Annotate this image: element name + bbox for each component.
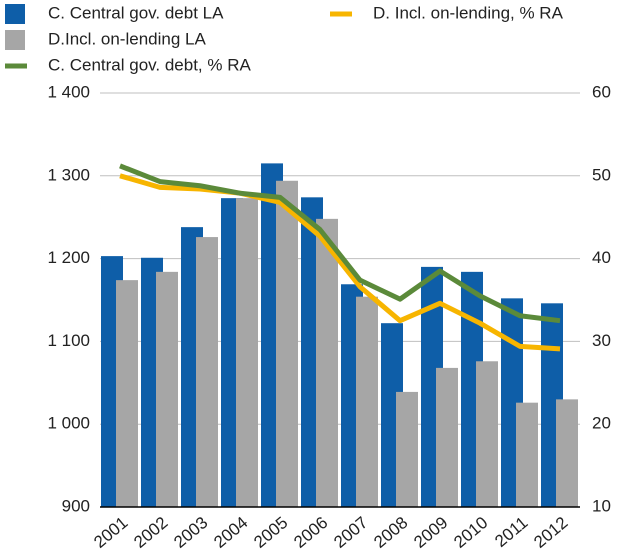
bar xyxy=(236,198,258,507)
y2-tick-label: 10 xyxy=(592,496,611,515)
legend-swatch xyxy=(5,4,25,24)
legend-label: D.Incl. on-lending LA xyxy=(48,29,206,48)
y-tick-label: 1 400 xyxy=(47,82,90,101)
x-tick-label: 2005 xyxy=(250,513,291,552)
x-tick-label: 2002 xyxy=(130,513,171,552)
y2-tick-label: 50 xyxy=(592,165,611,184)
y-tick-label: 1 300 xyxy=(47,165,90,184)
bar xyxy=(556,399,578,507)
legend-label: C. Central gov. debt, % RA xyxy=(48,55,251,74)
bar xyxy=(156,271,178,507)
bar xyxy=(316,218,338,507)
y-tick-label: 1 100 xyxy=(47,331,90,350)
x-tick-label: 2012 xyxy=(530,513,571,552)
legend-label: D. Incl. on-lending, % RA xyxy=(373,3,564,22)
legend-label: C. Central gov. debt LA xyxy=(48,3,224,22)
line xyxy=(119,173,561,352)
x-tick-label: 2010 xyxy=(450,513,491,552)
x-tick-label: 2004 xyxy=(210,513,251,552)
x-tick-label: 2001 xyxy=(90,513,131,552)
y-tick-label: 1 200 xyxy=(47,248,90,267)
bar xyxy=(196,237,218,507)
bar xyxy=(516,402,538,507)
y-tick-label: 900 xyxy=(62,496,90,515)
x-tick-label: 2008 xyxy=(370,513,411,552)
bar xyxy=(436,367,458,507)
x-tick-label: 2006 xyxy=(290,513,331,552)
y2-tick-label: 40 xyxy=(592,248,611,267)
x-tick-label: 2011 xyxy=(491,513,531,551)
bar xyxy=(476,361,498,507)
bar xyxy=(276,180,298,507)
x-tick-label: 2007 xyxy=(330,513,371,552)
x-tick-label: 2003 xyxy=(170,513,211,552)
y-tick-label: 1 000 xyxy=(47,414,90,433)
x-tick-label: 2009 xyxy=(410,513,451,552)
y2-tick-label: 20 xyxy=(592,414,611,433)
y2-tick-label: 30 xyxy=(592,331,611,350)
line xyxy=(119,163,561,324)
legend-swatch xyxy=(5,30,25,50)
bar xyxy=(396,391,418,507)
y2-tick-label: 60 xyxy=(592,82,611,101)
bar xyxy=(356,296,378,507)
bar xyxy=(116,280,138,507)
